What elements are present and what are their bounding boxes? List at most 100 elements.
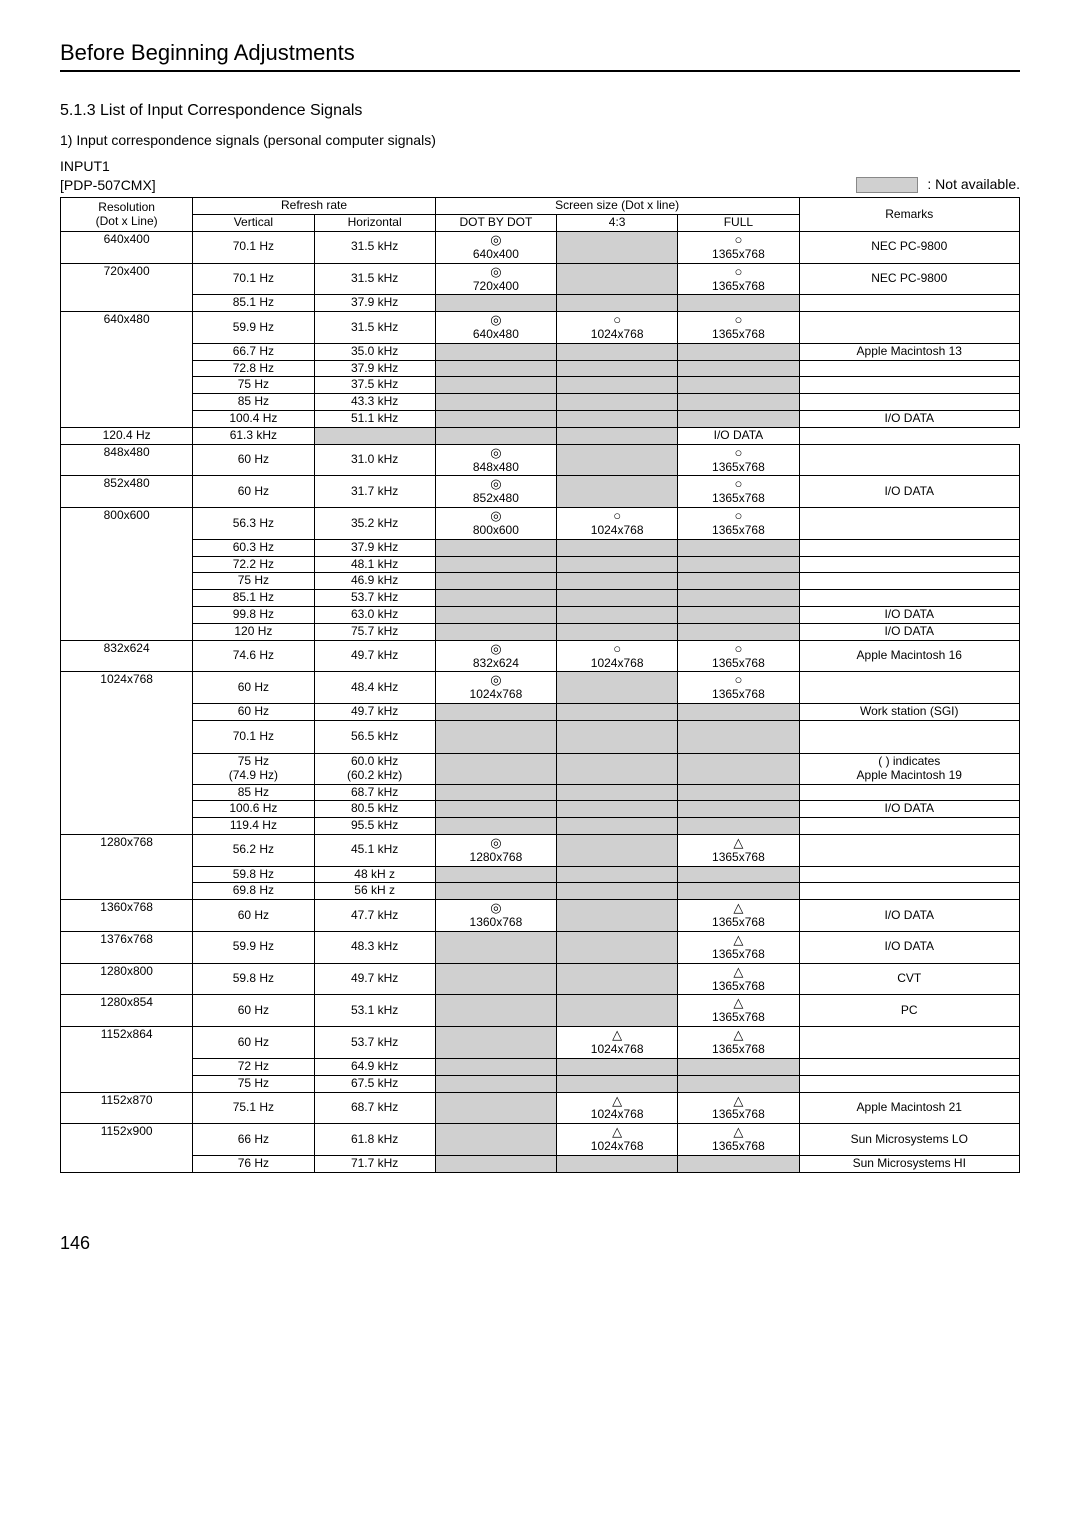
cell-vertical: 74.6 Hz — [193, 640, 314, 672]
cell-full: ○1365x768 — [678, 312, 799, 344]
cell-vertical: 75 Hz — [193, 1075, 314, 1092]
cell-remarks: Apple Macintosh 13 — [799, 343, 1019, 360]
cell-remarks: Apple Macintosh 16 — [799, 640, 1019, 672]
cell-horizontal: 49.7 kHz — [314, 704, 435, 721]
cell-dot-by-dot — [435, 411, 556, 428]
table-row: 1280x85460 Hz53.1 kHz△1365x768PC — [61, 995, 1020, 1027]
cell-dot-by-dot: ◎720x400 — [435, 263, 556, 295]
cell-remarks: Sun Microsystems LO — [799, 1124, 1019, 1156]
cell-43 — [557, 607, 678, 624]
cell-dot-by-dot — [435, 995, 556, 1027]
table-row: 640x48059.9 Hz31.5 kHz◎640x480○1024x768○… — [61, 312, 1020, 344]
cell-horizontal: 45.1 kHz — [314, 834, 435, 866]
cell-remarks — [799, 1075, 1019, 1092]
cell-vertical: 72.8 Hz — [193, 360, 314, 377]
cell-full: ○1365x768 — [678, 508, 799, 540]
th-full: FULL — [678, 215, 799, 232]
cell-43 — [557, 377, 678, 394]
cell-horizontal: 48.3 kHz — [314, 931, 435, 963]
cell-full: △1365x768 — [678, 834, 799, 866]
table-row: 72 Hz64.9 kHz — [61, 1058, 1020, 1075]
cell-full — [678, 801, 799, 818]
cell-43 — [557, 672, 678, 704]
cell-43 — [557, 623, 678, 640]
cell-remarks: I/O DATA — [678, 427, 799, 444]
table-row: 119.4 Hz95.5 kHz — [61, 818, 1020, 835]
cell-remarks — [799, 295, 1019, 312]
cell-remarks: CVT — [799, 963, 1019, 995]
cell-resolution: 640x400 — [61, 231, 193, 263]
cell-43 — [435, 427, 556, 444]
table-row: 800x60056.3 Hz35.2 kHz◎800x600○1024x768○… — [61, 508, 1020, 540]
cell-full — [678, 1155, 799, 1172]
cell-resolution: 848x480 — [61, 444, 193, 476]
cell-vertical: 85 Hz — [193, 784, 314, 801]
cell-full — [678, 411, 799, 428]
table-row: 852x48060 Hz31.7 kHz◎852x480○1365x768I/O… — [61, 476, 1020, 508]
cell-43 — [557, 343, 678, 360]
th-vertical: Vertical — [193, 215, 314, 232]
cell-dot-by-dot — [435, 360, 556, 377]
signal-table: Resolution (Dot x Line) Refresh rate Scr… — [60, 197, 1020, 1172]
cell-43 — [557, 1075, 678, 1092]
table-row: 1152x90066 Hz61.8 kHz△1024x768△1365x768S… — [61, 1124, 1020, 1156]
cell-vertical: 70.1 Hz — [193, 720, 314, 753]
cell-vertical: 72.2 Hz — [193, 556, 314, 573]
cell-43 — [557, 476, 678, 508]
table-row: 66.7 Hz35.0 kHzApple Macintosh 13 — [61, 343, 1020, 360]
cell-43 — [557, 995, 678, 1027]
cell-horizontal: 31.5 kHz — [314, 312, 435, 344]
cell-remarks — [799, 539, 1019, 556]
cell-dot-by-dot: ◎640x400 — [435, 231, 556, 263]
table-row: 75 Hz46.9 kHz — [61, 573, 1020, 590]
cell-horizontal: 61.8 kHz — [314, 1124, 435, 1156]
cell-remarks: Apple Macintosh 21 — [799, 1092, 1019, 1124]
cell-horizontal: 53.1 kHz — [314, 995, 435, 1027]
cell-43: △1024x768 — [557, 1124, 678, 1156]
cell-vertical: 119.4 Hz — [193, 818, 314, 835]
cell-full — [678, 883, 799, 900]
section-title: 5.1.3 List of Input Correspondence Signa… — [60, 102, 1020, 120]
table-row: 85.1 Hz37.9 kHz — [61, 295, 1020, 312]
cell-43 — [557, 784, 678, 801]
cell-vertical: 56.2 Hz — [193, 834, 314, 866]
cell-dot-by-dot — [435, 1058, 556, 1075]
table-row: 99.8 Hz63.0 kHzI/O DATA — [61, 607, 1020, 624]
cell-vertical: 59.9 Hz — [193, 931, 314, 963]
cell-full: ○1365x768 — [678, 444, 799, 476]
cell-full: △1365x768 — [678, 900, 799, 932]
cell-vertical: 60 Hz — [193, 1027, 314, 1059]
cell-horizontal: 53.7 kHz — [314, 590, 435, 607]
table-row: 59.8 Hz48 kH z — [61, 866, 1020, 883]
table-row: 85 Hz43.3 kHz — [61, 394, 1020, 411]
cell-dot-by-dot — [435, 931, 556, 963]
cell-vertical: 59.8 Hz — [193, 866, 314, 883]
cell-dot-by-dot — [435, 704, 556, 721]
cell-remarks — [799, 672, 1019, 704]
cell-resolution: 1360x768 — [61, 900, 193, 932]
cell-horizontal: 37.9 kHz — [314, 360, 435, 377]
cell-remarks — [799, 883, 1019, 900]
cell-horizontal: 31.5 kHz — [314, 263, 435, 295]
cell-remarks — [799, 1058, 1019, 1075]
cell-horizontal: 68.7 kHz — [314, 1092, 435, 1124]
cell-resolution: 1280x854 — [61, 995, 193, 1027]
table-row: 1152x86460 Hz53.7 kHz△1024x768△1365x768 — [61, 1027, 1020, 1059]
cell-remarks — [799, 360, 1019, 377]
cell-dot-by-dot — [435, 539, 556, 556]
cell-vertical: 60 Hz — [193, 672, 314, 704]
table-row: 69.8 Hz56 kH z — [61, 883, 1020, 900]
cell-43 — [557, 704, 678, 721]
cell-dot-by-dot: ◎640x480 — [435, 312, 556, 344]
cell-resolution: 1280x768 — [61, 834, 193, 899]
cell-resolution: 800x600 — [61, 508, 193, 641]
cell-dot-by-dot — [435, 1155, 556, 1172]
cell-resolution: 1280x800 — [61, 963, 193, 995]
cell-dot-by-dot — [435, 1027, 556, 1059]
cell-full: △1365x768 — [678, 963, 799, 995]
cell-vertical: 100.6 Hz — [193, 801, 314, 818]
cell-dot-by-dot — [435, 1124, 556, 1156]
cell-dot-by-dot — [435, 818, 556, 835]
cell-dot-by-dot: ◎848x480 — [435, 444, 556, 476]
table-row: 72.8 Hz37.9 kHz — [61, 360, 1020, 377]
